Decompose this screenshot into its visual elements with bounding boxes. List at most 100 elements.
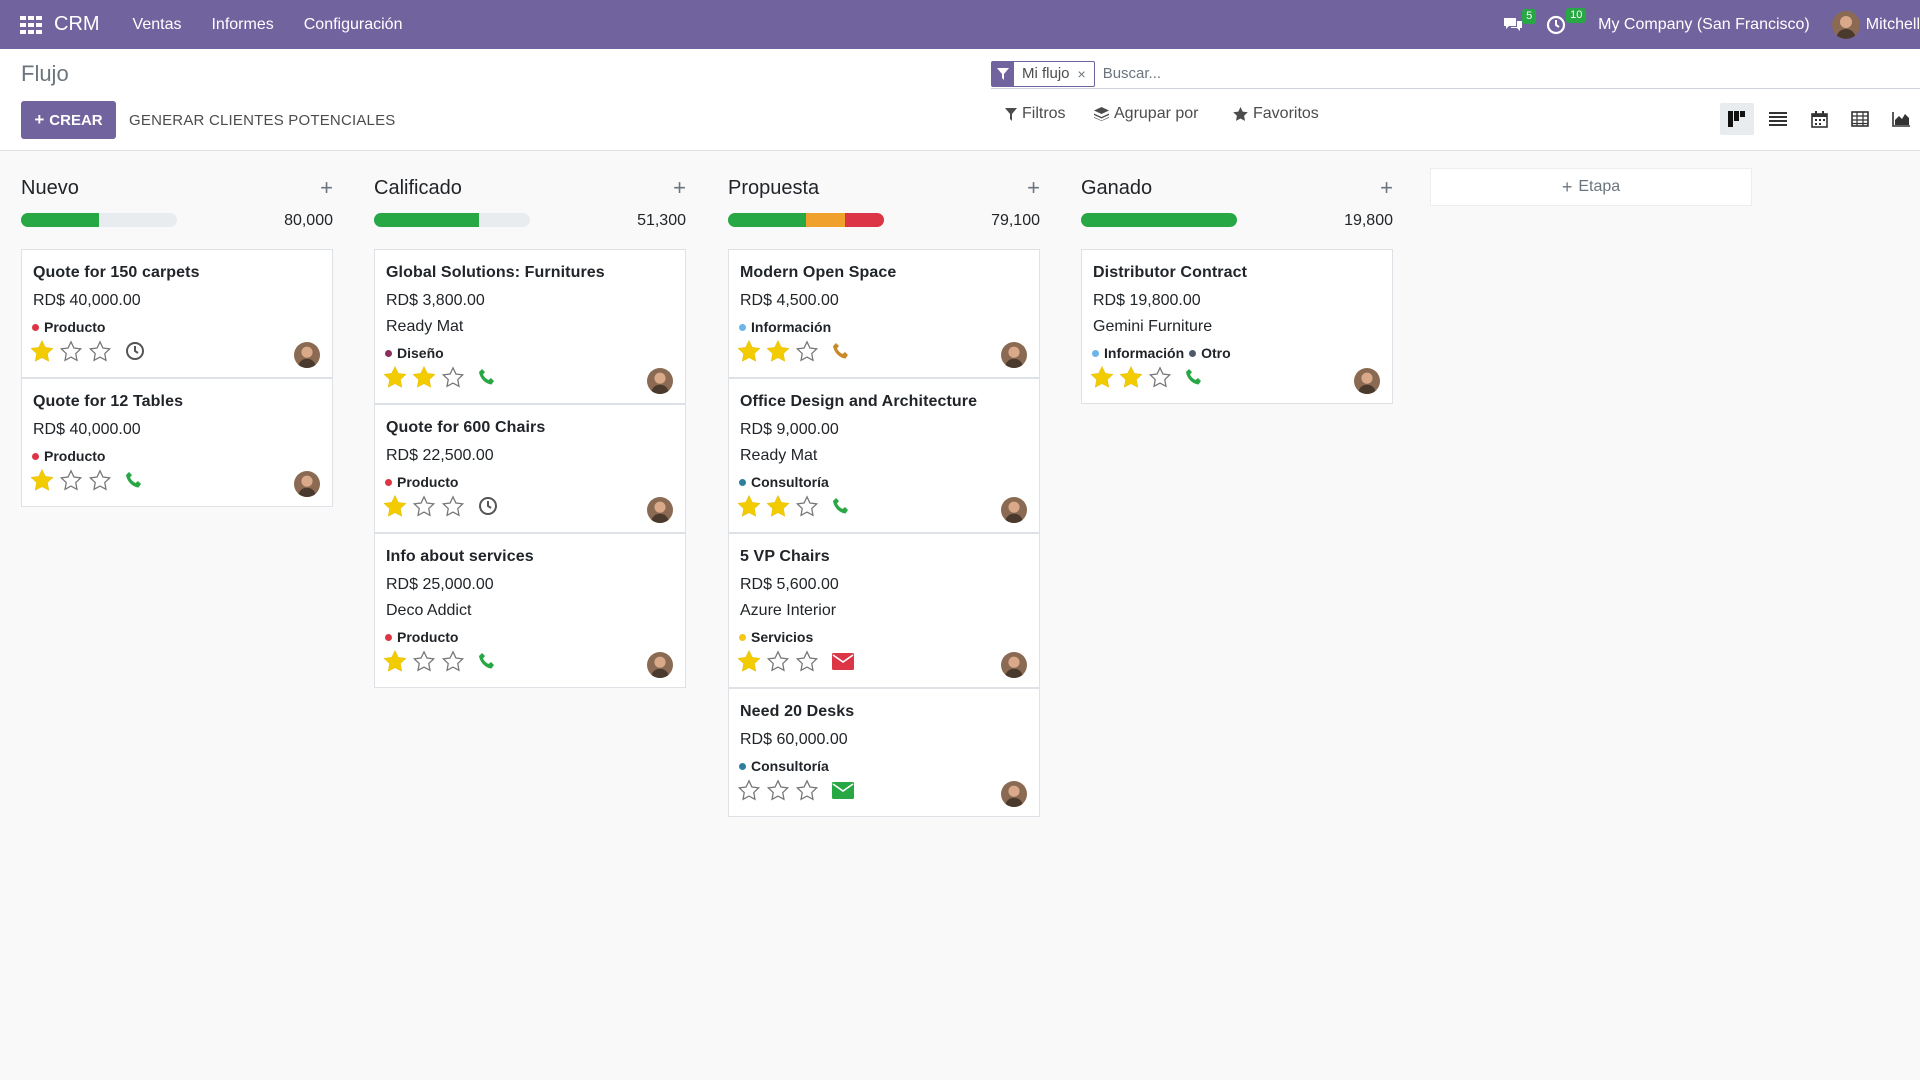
- progress-segment[interactable]: [806, 213, 845, 227]
- priority-star-icon[interactable]: [60, 469, 82, 491]
- priority-star-icon[interactable]: [767, 779, 789, 801]
- phone-activity-icon[interactable]: [478, 368, 496, 386]
- create-button[interactable]: + CREAR: [21, 101, 116, 139]
- quick-create-plus-icon[interactable]: +: [1027, 175, 1040, 200]
- priority-star-icon[interactable]: [442, 366, 464, 388]
- salesperson-avatar[interactable]: [1001, 342, 1027, 368]
- priority-star-icon[interactable]: [60, 340, 82, 362]
- kanban-view-button[interactable]: [1720, 103, 1754, 135]
- kanban-card[interactable]: Distributor Contract RD$ 19,800.00 Gemini …: [1081, 249, 1393, 404]
- salesperson-avatar[interactable]: [1001, 497, 1027, 523]
- salesperson-avatar[interactable]: [1001, 781, 1027, 807]
- kanban-card[interactable]: Quote for 150 carpets RD$ 40,000.00 Produc…: [21, 249, 333, 378]
- quick-create-plus-icon[interactable]: +: [320, 175, 333, 200]
- priority-star-icon[interactable]: [1149, 366, 1171, 388]
- clock-activity-icon[interactable]: [125, 341, 145, 361]
- priority-star-icon[interactable]: [796, 495, 818, 517]
- search-input[interactable]: [1102, 65, 1803, 82]
- column-title[interactable]: Propuesta: [728, 177, 820, 199]
- generate-leads-button[interactable]: GENERAR CLIENTES POTENCIALES: [129, 111, 396, 129]
- priority-star-icon[interactable]: [384, 650, 406, 672]
- email-activity-icon[interactable]: [832, 781, 854, 799]
- phone-activity-icon[interactable]: [125, 471, 143, 489]
- salesperson-avatar[interactable]: [1001, 652, 1027, 678]
- kanban-card[interactable]: Global Solutions: Furnitures RD$ 3,800.00…: [374, 249, 686, 404]
- kanban-card[interactable]: Need 20 Desks RD$ 60,000.00 Consultoría: [728, 688, 1040, 817]
- priority-star-icon[interactable]: [89, 340, 111, 362]
- priority-star-icon[interactable]: [413, 495, 435, 517]
- kanban-card[interactable]: Info about services RD$ 25,000.00 Deco Add…: [374, 533, 686, 688]
- priority-star-icon[interactable]: [796, 340, 818, 362]
- kanban-card[interactable]: Quote for 12 Tables RD$ 40,000.00 Producto: [21, 378, 333, 507]
- phone-activity-icon[interactable]: [478, 652, 496, 670]
- kanban-card[interactable]: Quote for 600 Chairs RD$ 22,500.00 Product…: [374, 404, 686, 533]
- email-activity-icon[interactable]: [832, 652, 854, 670]
- priority-star-icon[interactable]: [796, 650, 818, 672]
- progress-segment[interactable]: [728, 213, 806, 227]
- calendar-view-button[interactable]: [1802, 103, 1836, 135]
- priority-star-icon[interactable]: [767, 340, 789, 362]
- add-stage-button[interactable]: + Etapa: [1430, 168, 1752, 206]
- priority-star-icon[interactable]: [384, 366, 406, 388]
- priority-star-icon[interactable]: [442, 495, 464, 517]
- priority-star-icon[interactable]: [738, 340, 760, 362]
- salesperson-avatar[interactable]: [294, 471, 320, 497]
- priority-star-icon[interactable]: [89, 469, 111, 491]
- graph-view-button[interactable]: [1884, 103, 1918, 135]
- user-avatar[interactable]: [1831, 10, 1860, 39]
- priority-star-icon[interactable]: [767, 650, 789, 672]
- kanban-card[interactable]: 5 VP Chairs RD$ 5,600.00 Azure Interior Ser…: [728, 533, 1040, 688]
- tag: Información: [1092, 345, 1184, 361]
- priority-star-icon[interactable]: [1091, 366, 1113, 388]
- priority-star-icon[interactable]: [442, 650, 464, 672]
- menu-configuracion[interactable]: Configuración: [303, 15, 403, 33]
- messaging-menu[interactable]: 5: [1502, 8, 1537, 34]
- quick-create-plus-icon[interactable]: +: [673, 175, 686, 200]
- plus-icon: +: [1561, 176, 1573, 197]
- activity-menu[interactable]: 10: [1546, 7, 1587, 35]
- progress-segment[interactable]: [845, 213, 884, 227]
- user-menu[interactable]: Mitchell: [1865, 15, 1920, 33]
- priority-star-icon[interactable]: [796, 779, 818, 801]
- phone-activity-icon[interactable]: [1185, 368, 1203, 386]
- priority-star-icon[interactable]: [767, 495, 789, 517]
- favorites-dropdown[interactable]: Favoritos: [1233, 105, 1319, 123]
- kanban-card[interactable]: Office Design and Architecture RD$ 9,000.…: [728, 378, 1040, 533]
- salesperson-avatar[interactable]: [1354, 368, 1380, 394]
- column-title[interactable]: Calificado: [374, 177, 462, 199]
- priority-star-icon[interactable]: [413, 650, 435, 672]
- menu-informes[interactable]: Informes: [211, 15, 274, 33]
- menu-ventas[interactable]: Ventas: [132, 15, 182, 33]
- app-brand[interactable]: CRM: [54, 13, 100, 35]
- filters-dropdown[interactable]: Filtros: [1005, 105, 1066, 123]
- apps-menu-icon[interactable]: [16, 10, 46, 40]
- priority-star-icon[interactable]: [413, 366, 435, 388]
- facet-remove-icon[interactable]: ×: [1077, 65, 1086, 82]
- list-view-button[interactable]: [1761, 103, 1795, 135]
- groupby-dropdown[interactable]: Agrupar por: [1094, 105, 1199, 123]
- column-title[interactable]: Ganado: [1081, 177, 1153, 199]
- tag: Consultoría: [739, 474, 829, 490]
- pivot-view-button[interactable]: [1843, 103, 1877, 135]
- salesperson-avatar[interactable]: [647, 497, 673, 523]
- priority-star-icon[interactable]: [1120, 366, 1142, 388]
- priority-star-icon[interactable]: [738, 779, 760, 801]
- priority-star-icon[interactable]: [738, 650, 760, 672]
- kanban-card[interactable]: Modern Open Space RD$ 4,500.00 Información: [728, 249, 1040, 378]
- phone-activity-icon[interactable]: [832, 497, 850, 515]
- column-title[interactable]: Nuevo: [21, 177, 79, 199]
- progress-segment[interactable]: [21, 213, 99, 227]
- progress-segment[interactable]: [374, 213, 479, 227]
- quick-create-plus-icon[interactable]: +: [1380, 175, 1393, 200]
- priority-star-icon[interactable]: [384, 495, 406, 517]
- clock-activity-icon[interactable]: [478, 496, 498, 516]
- salesperson-avatar[interactable]: [294, 342, 320, 368]
- salesperson-avatar[interactable]: [647, 368, 673, 394]
- phone-activity-icon[interactable]: [832, 342, 850, 360]
- salesperson-avatar[interactable]: [647, 652, 673, 678]
- company-switcher[interactable]: My Company (San Francisco): [1598, 15, 1810, 33]
- priority-star-icon[interactable]: [31, 469, 53, 491]
- priority-star-icon[interactable]: [738, 495, 760, 517]
- progress-segment[interactable]: [1081, 213, 1237, 227]
- priority-star-icon[interactable]: [31, 340, 53, 362]
